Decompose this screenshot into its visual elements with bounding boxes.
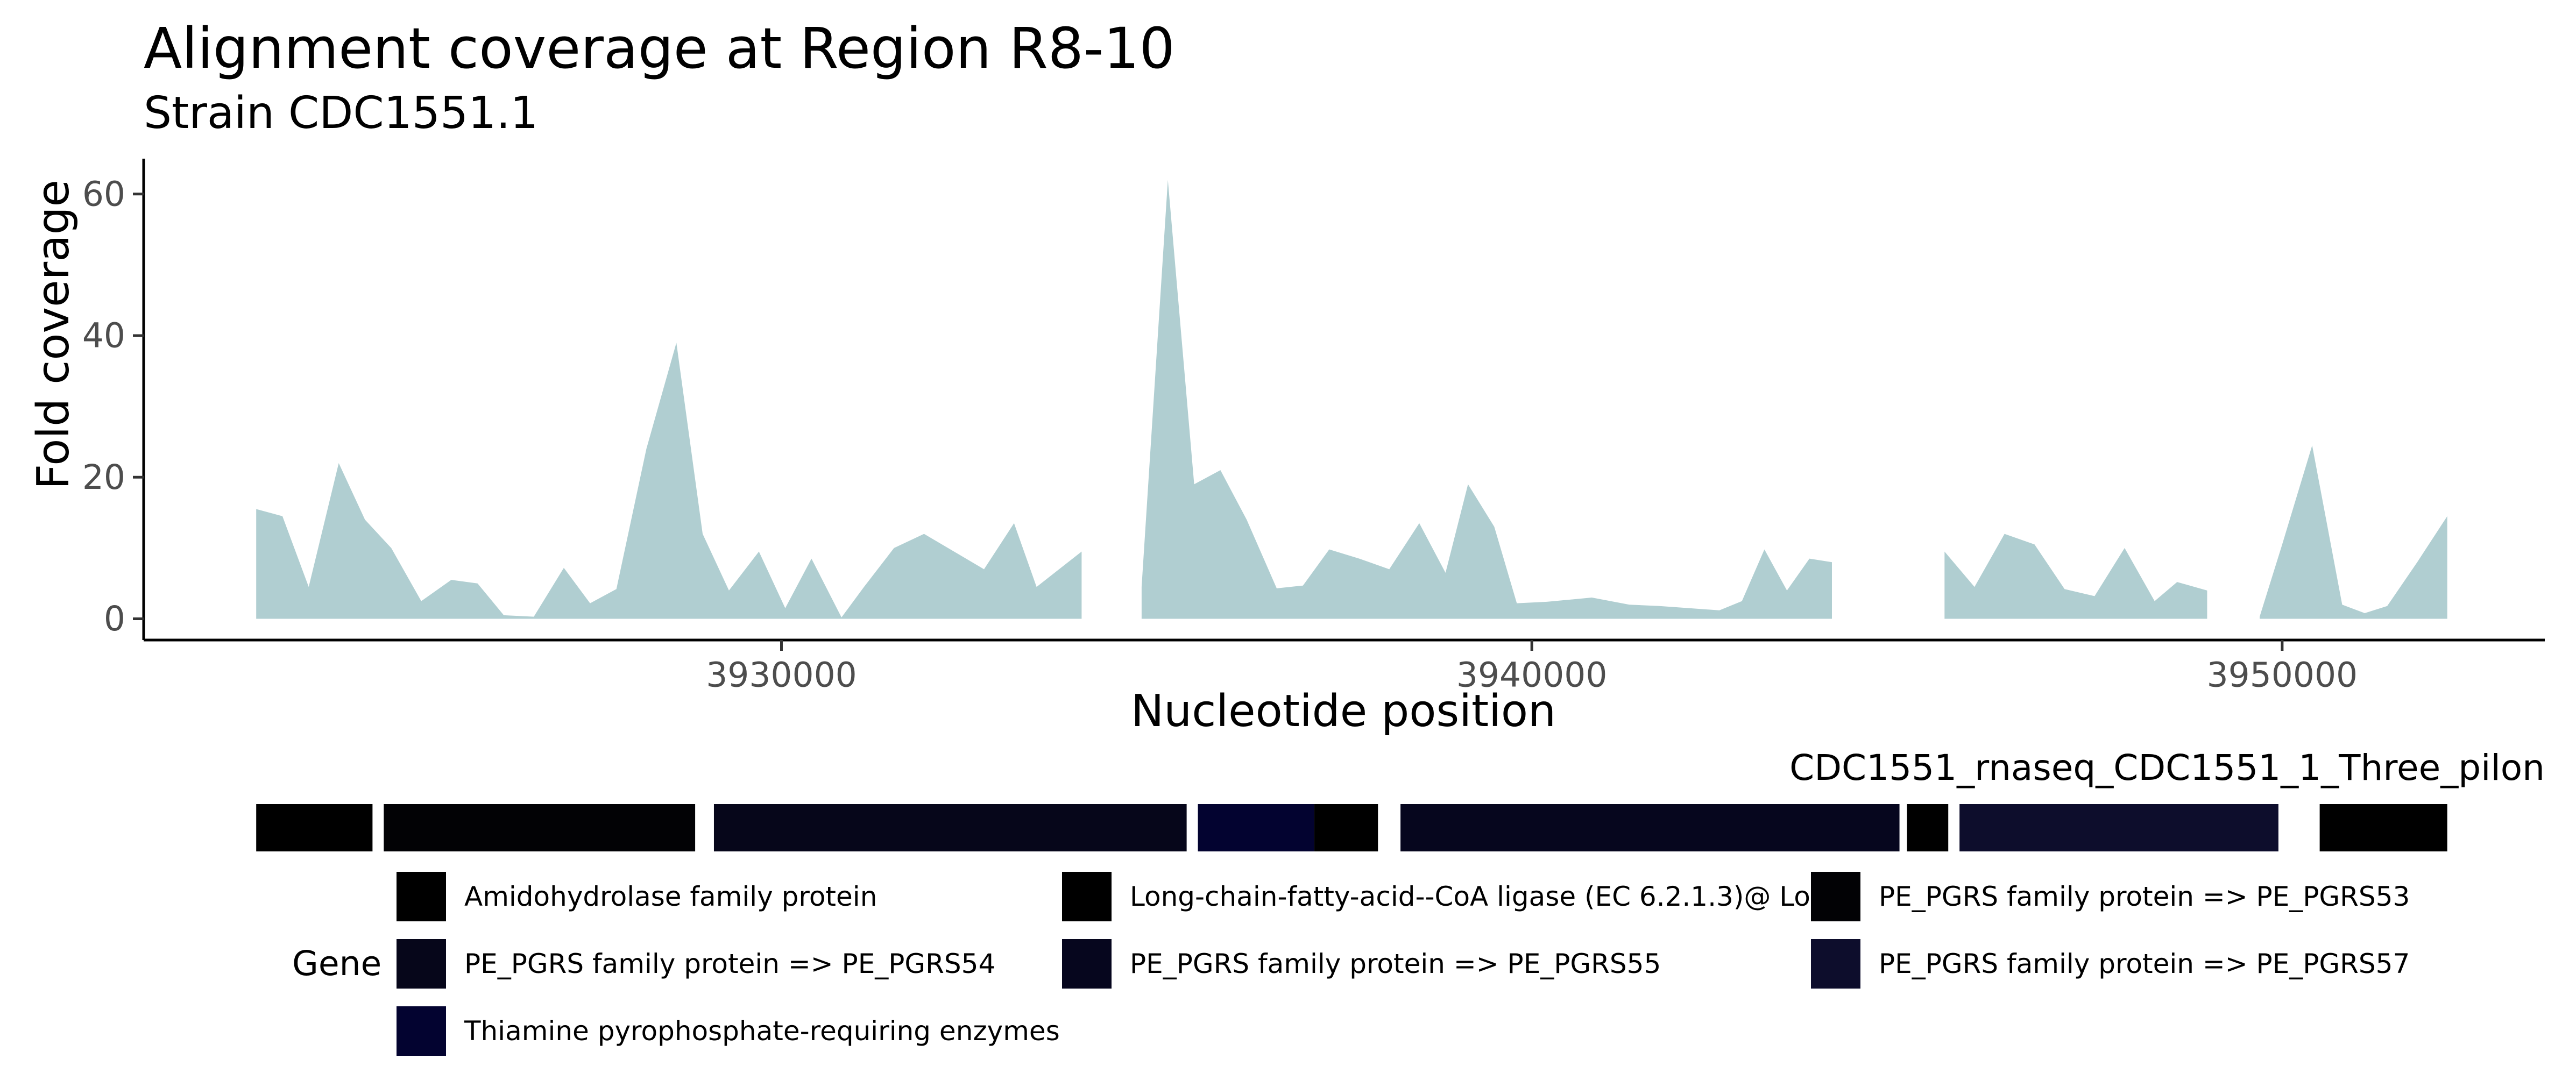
legend-label: Thiamine pyrophosphate-requiring enzymes <box>464 1015 1060 1047</box>
legend-label: Amidohydrolase family protein <box>464 881 877 912</box>
legend-label: PE_PGRS family protein => PE_PGRS54 <box>464 948 996 979</box>
x-tick-label: 3940000 <box>1456 655 1608 694</box>
gene-feature <box>1198 804 1314 851</box>
coverage-area <box>256 463 534 619</box>
gene-feature <box>1400 804 1900 851</box>
gene-feature <box>1959 804 2278 851</box>
legend-item: PE_PGRS family protein => PE_PGRS55 <box>1062 939 1661 989</box>
legend-item: PE_PGRS family protein => PE_PGRS53 <box>1811 872 2410 921</box>
y-tick-label: 20 <box>82 458 125 497</box>
legend-key <box>397 1006 446 1056</box>
legend-item: PE_PGRS family protein => PE_PGRS57 <box>1811 939 2410 989</box>
legend-item: PE_PGRS family protein => PE_PGRS54 <box>397 939 995 989</box>
axis-layer: 0 20 40 60 3930000 3940000 3950000 <box>82 159 2545 694</box>
gene-feature <box>256 804 373 851</box>
legend-key <box>1062 939 1112 989</box>
gene-feature <box>1907 804 1949 851</box>
legend-key <box>1811 872 1860 921</box>
gene-feature <box>713 804 1187 851</box>
y-tick-label: 40 <box>82 316 125 356</box>
x-tick-label: 3950000 <box>2207 655 2358 694</box>
legend-key <box>1811 939 1860 989</box>
legend-label: PE_PGRS family protein => PE_PGRS57 <box>1879 948 2410 979</box>
chart-title: Alignment coverage at Region R8-10 <box>144 16 1175 81</box>
coverage-area <box>1944 534 2207 619</box>
coverage-area-layer <box>256 180 2447 619</box>
legend-key <box>397 939 446 989</box>
legend-item: Amidohydrolase family protein <box>397 872 877 921</box>
legend-label: PE_PGRS family protein => PE_PGRS53 <box>1879 881 2410 912</box>
annotation-track-label: CDC1551_rnaseq_CDC1551_1_Three_pilon <box>1789 747 2545 788</box>
coverage-area <box>2260 445 2447 619</box>
coverage-area <box>534 343 1082 619</box>
annotation-track-layer <box>256 804 2447 851</box>
x-axis-label: Nucleotide position <box>1130 686 1556 737</box>
legend-label: PE_PGRS family protein => PE_PGRS55 <box>1130 948 1661 979</box>
legend-key <box>397 872 446 921</box>
legend-key <box>1062 872 1112 921</box>
y-axis-label: Fold coverage <box>28 179 79 490</box>
legend-item: Long-chain-fatty-acid--CoA ligase (EC 6.… <box>1062 872 1810 921</box>
gene-feature <box>1314 804 1378 851</box>
gene-feature <box>2319 804 2447 851</box>
chart-subtitle: Strain CDC1551.1 <box>144 88 539 139</box>
x-tick-label: 3930000 <box>706 655 857 694</box>
gene-feature <box>384 804 696 851</box>
legend-item: Thiamine pyrophosphate-requiring enzymes <box>397 1006 1060 1056</box>
y-tick-label: 60 <box>82 174 125 214</box>
legend-title: Gene <box>292 944 382 983</box>
legend-label: Long-chain-fatty-acid--CoA ligase (EC 6.… <box>1130 881 1810 912</box>
y-tick-label: 0 <box>104 599 125 638</box>
coverage-area <box>1141 180 1832 619</box>
